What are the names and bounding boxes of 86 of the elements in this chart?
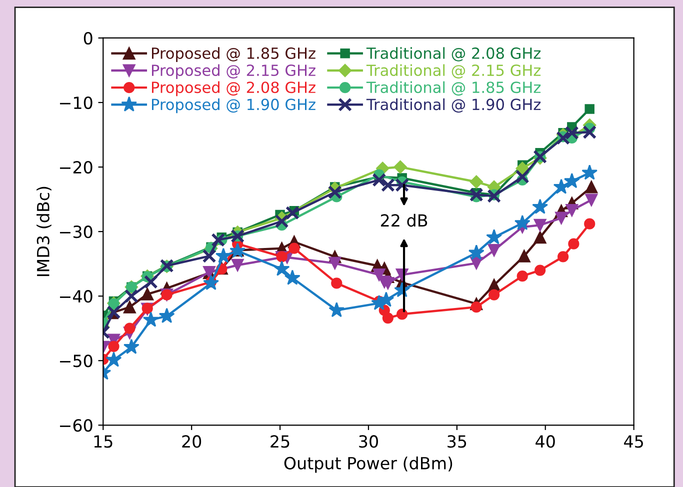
point bbox=[516, 162, 529, 175]
point bbox=[288, 242, 300, 254]
point bbox=[558, 251, 569, 262]
point bbox=[470, 175, 483, 188]
point bbox=[488, 289, 500, 300]
x-tick-label: 25 bbox=[270, 435, 290, 448]
point bbox=[534, 264, 546, 276]
legend-label: Traditional @ 2.08 GHz bbox=[366, 47, 541, 62]
y-tick-label: −60 bbox=[60, 419, 92, 432]
point bbox=[514, 214, 530, 230]
point bbox=[584, 218, 596, 230]
point bbox=[215, 248, 232, 263]
point bbox=[553, 178, 570, 194]
point bbox=[532, 198, 548, 214]
point bbox=[394, 160, 407, 174]
point bbox=[564, 172, 580, 188]
legend-label: Proposed @ 2.08 GHz bbox=[152, 81, 316, 96]
point bbox=[556, 131, 570, 145]
point bbox=[124, 289, 138, 304]
x-tick-label: 30 bbox=[359, 435, 378, 448]
point bbox=[328, 256, 342, 270]
x-tick-label: 15 bbox=[94, 435, 112, 448]
point bbox=[108, 340, 120, 352]
point bbox=[106, 352, 122, 367]
legend-label: Traditional @ 1.90 GHz bbox=[366, 98, 541, 113]
point bbox=[566, 204, 578, 217]
point bbox=[469, 188, 484, 202]
point bbox=[487, 189, 502, 204]
point bbox=[518, 250, 530, 262]
point bbox=[378, 292, 394, 307]
point bbox=[516, 270, 528, 282]
point bbox=[468, 244, 484, 260]
point bbox=[582, 125, 597, 140]
point bbox=[486, 229, 502, 244]
point bbox=[534, 218, 546, 232]
point bbox=[141, 288, 154, 300]
x-axis-title: Output Power (dBm) bbox=[284, 456, 452, 473]
point bbox=[274, 214, 289, 228]
point bbox=[158, 308, 175, 323]
point bbox=[585, 180, 598, 194]
point bbox=[274, 260, 290, 276]
point bbox=[372, 173, 386, 187]
y-tick-label: −40 bbox=[60, 290, 92, 303]
point bbox=[585, 194, 598, 206]
legend-label: Proposed @ 1.90 GHz bbox=[152, 98, 316, 114]
y-axis-title: IMD3 (dBc) bbox=[36, 186, 52, 276]
x-tick-label: 20 bbox=[182, 435, 202, 448]
point bbox=[124, 322, 136, 334]
point bbox=[203, 274, 219, 290]
point bbox=[142, 302, 153, 314]
point bbox=[328, 302, 345, 318]
point bbox=[584, 104, 594, 114]
point bbox=[564, 126, 579, 140]
point bbox=[123, 300, 136, 314]
y-tick-label: −50 bbox=[60, 354, 92, 368]
legend-label: Proposed @ 2.15 GHz bbox=[152, 64, 316, 80]
legend-label: Proposed @ 1.85 GHz bbox=[152, 47, 316, 62]
point bbox=[284, 270, 300, 285]
point bbox=[142, 312, 159, 327]
x-tick-label: 35 bbox=[448, 435, 466, 448]
point bbox=[123, 338, 140, 354]
y-tick-label: −10 bbox=[60, 96, 92, 110]
point bbox=[328, 185, 342, 200]
point bbox=[555, 212, 568, 224]
point bbox=[470, 302, 482, 313]
y-tick-label: −20 bbox=[60, 161, 92, 174]
y-tick-label: 0 bbox=[84, 32, 92, 45]
point bbox=[331, 278, 342, 289]
point bbox=[382, 312, 394, 324]
point bbox=[488, 244, 500, 257]
point bbox=[568, 238, 580, 250]
point bbox=[285, 206, 300, 220]
point bbox=[211, 233, 226, 247]
point bbox=[582, 164, 598, 180]
point bbox=[144, 274, 158, 289]
x-tick-label: 45 bbox=[624, 435, 643, 448]
point bbox=[231, 258, 244, 272]
point bbox=[515, 170, 530, 184]
y-tick-label: −30 bbox=[60, 226, 92, 238]
point bbox=[202, 249, 216, 264]
point bbox=[534, 231, 546, 244]
legend-label: Traditional @ 2.15 GHz bbox=[366, 64, 541, 78]
x-tick-label: 40 bbox=[536, 435, 555, 448]
annotation: 22 dB bbox=[380, 214, 428, 227]
point bbox=[396, 308, 408, 320]
legend-label: Traditional @ 1.85 GHz bbox=[366, 81, 541, 96]
